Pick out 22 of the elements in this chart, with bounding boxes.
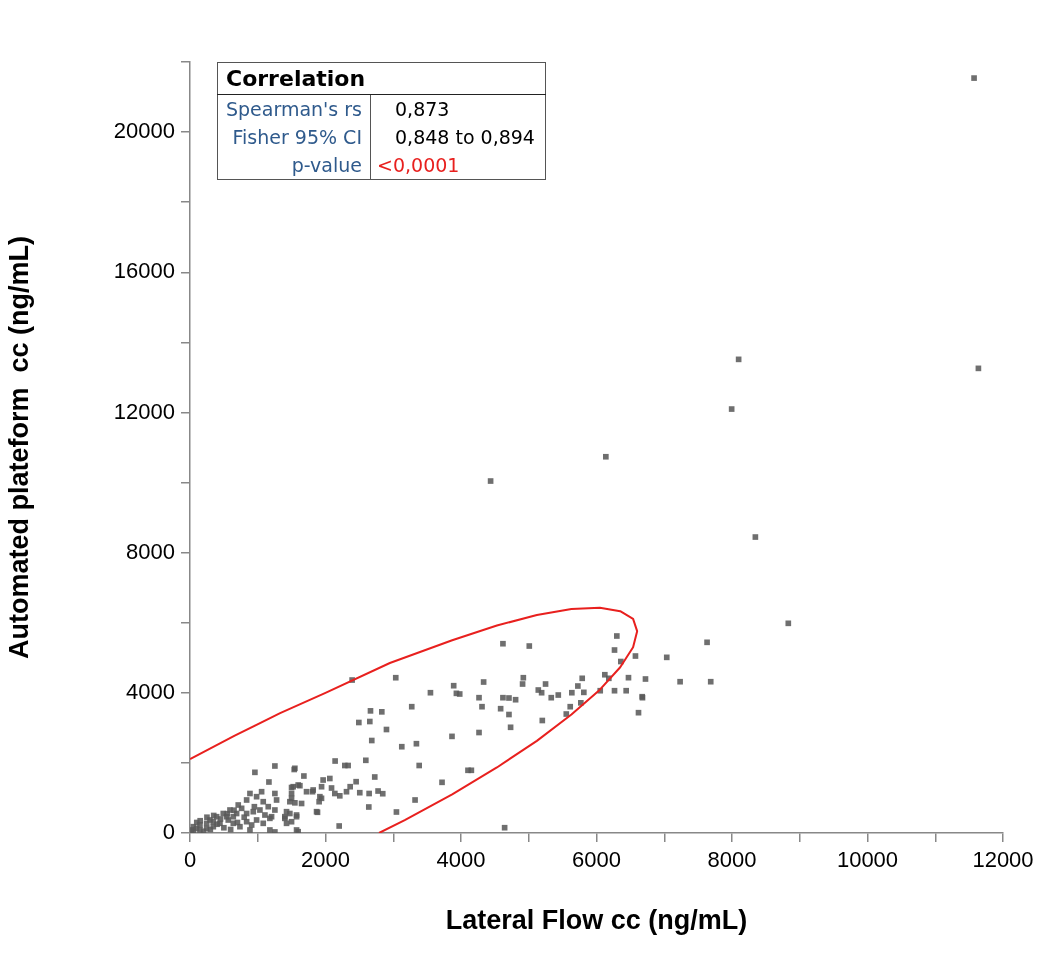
annotation: 0,848 to 0,894: [394, 125, 536, 150]
y-tick-label: 16000: [113, 258, 175, 284]
annotation: <0,0001: [376, 153, 461, 178]
x-tick-label: 6000: [572, 847, 621, 873]
y-tick-label: 20000: [113, 118, 175, 144]
x-tick-label: 2000: [301, 847, 350, 873]
annotation: p-value: [217, 151, 371, 180]
y-tick-label: 12000: [113, 398, 175, 424]
y-tick-label: 8000: [126, 538, 175, 564]
annotation: Fisher 95% CI: [217, 123, 371, 151]
x-tick-label: 12000: [972, 847, 1034, 873]
y-tick-label: 4000: [126, 678, 175, 704]
annotation: Correlation: [217, 62, 546, 95]
annotation: 0,873: [394, 97, 451, 122]
annotation: Spearman's rs: [217, 94, 371, 123]
x-axis-title: Lateral Flow cc (ng/mL): [445, 905, 748, 936]
x-tick-label: 8000: [707, 847, 757, 873]
x-tick-label: 0: [183, 847, 197, 873]
y-axis-title: Automated plateform cc (ng/mL): [3, 235, 34, 660]
y-tick-label: 0: [162, 819, 175, 845]
x-tick-label: 4000: [436, 847, 486, 873]
x-tick-label: 10000: [836, 847, 899, 873]
